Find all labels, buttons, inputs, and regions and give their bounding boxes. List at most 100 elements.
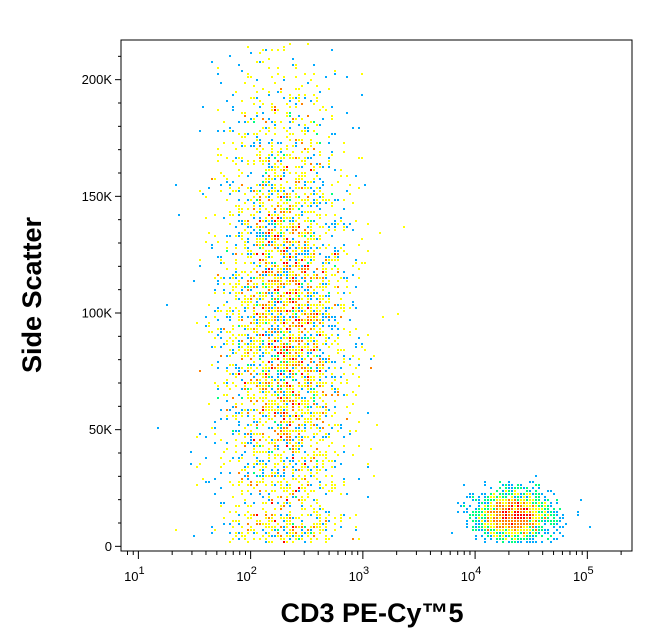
data-point — [238, 412, 240, 414]
data-point — [352, 265, 354, 267]
data-point — [241, 403, 243, 405]
data-point — [259, 490, 261, 492]
data-point — [295, 181, 297, 183]
data-point — [274, 355, 276, 357]
data-point — [286, 115, 288, 117]
data-point — [241, 112, 243, 114]
data-point — [262, 367, 264, 369]
data-point — [274, 316, 276, 318]
data-point — [295, 532, 297, 534]
data-point — [271, 223, 273, 225]
data-point — [292, 271, 294, 273]
data-point — [319, 298, 321, 300]
data-point — [298, 244, 300, 246]
data-point — [250, 145, 252, 147]
data-point — [310, 298, 312, 300]
data-point — [238, 373, 240, 375]
data-point — [343, 373, 345, 375]
data-point — [277, 268, 279, 270]
data-point — [331, 184, 333, 186]
data-point — [265, 526, 267, 528]
data-point — [283, 208, 285, 210]
data-point — [295, 97, 297, 99]
data-point — [472, 514, 474, 516]
data-point — [487, 502, 489, 504]
data-point — [346, 493, 348, 495]
data-point — [286, 208, 288, 210]
data-point — [325, 271, 327, 273]
data-point — [547, 532, 549, 534]
data-point — [244, 301, 246, 303]
data-point — [238, 505, 240, 507]
data-point — [310, 379, 312, 381]
data-point — [517, 523, 519, 525]
data-point — [268, 175, 270, 177]
data-point — [364, 184, 366, 186]
data-point — [262, 316, 264, 318]
data-point — [553, 514, 555, 516]
data-point — [325, 436, 327, 438]
data-point — [244, 136, 246, 138]
data-point — [337, 391, 339, 393]
data-point — [271, 238, 273, 240]
data-point — [244, 115, 246, 117]
data-point — [259, 184, 261, 186]
data-point — [298, 430, 300, 432]
data-point — [367, 223, 369, 225]
data-point — [313, 277, 315, 279]
data-point — [496, 505, 498, 507]
data-point — [280, 313, 282, 315]
data-point — [253, 307, 255, 309]
data-point — [532, 535, 534, 537]
data-point — [256, 238, 258, 240]
data-point — [538, 529, 540, 531]
data-point — [214, 235, 216, 237]
data-point — [262, 148, 264, 150]
data-point — [529, 541, 531, 543]
data-point — [247, 283, 249, 285]
data-point — [280, 457, 282, 459]
data-point — [529, 535, 531, 537]
data-point — [322, 298, 324, 300]
data-point — [310, 514, 312, 516]
data-point — [310, 205, 312, 207]
data-point — [307, 337, 309, 339]
data-point — [208, 481, 210, 483]
data-point — [313, 412, 315, 414]
data-point — [283, 172, 285, 174]
data-point — [304, 322, 306, 324]
data-point — [328, 259, 330, 261]
data-point — [298, 517, 300, 519]
data-point — [262, 304, 264, 306]
data-point — [289, 205, 291, 207]
data-point — [316, 277, 318, 279]
data-point — [547, 514, 549, 516]
data-point — [487, 514, 489, 516]
data-point — [253, 418, 255, 420]
data-point — [310, 460, 312, 462]
data-point — [256, 520, 258, 522]
data-point — [283, 268, 285, 270]
data-point — [241, 292, 243, 294]
data-point — [283, 187, 285, 189]
data-point — [289, 460, 291, 462]
data-point — [517, 526, 519, 528]
data-point — [505, 532, 507, 534]
data-point — [244, 538, 246, 540]
data-point — [244, 382, 246, 384]
data-point — [274, 124, 276, 126]
data-point — [238, 472, 240, 474]
data-point — [232, 340, 234, 342]
data-point — [277, 355, 279, 357]
data-point — [211, 346, 213, 348]
data-point — [478, 496, 480, 498]
data-point — [511, 493, 513, 495]
data-point — [241, 277, 243, 279]
data-point — [214, 427, 216, 429]
data-point — [262, 523, 264, 525]
data-point — [280, 235, 282, 237]
data-point — [514, 514, 516, 516]
data-point — [271, 403, 273, 405]
data-point — [280, 88, 282, 90]
data-point — [214, 214, 216, 216]
